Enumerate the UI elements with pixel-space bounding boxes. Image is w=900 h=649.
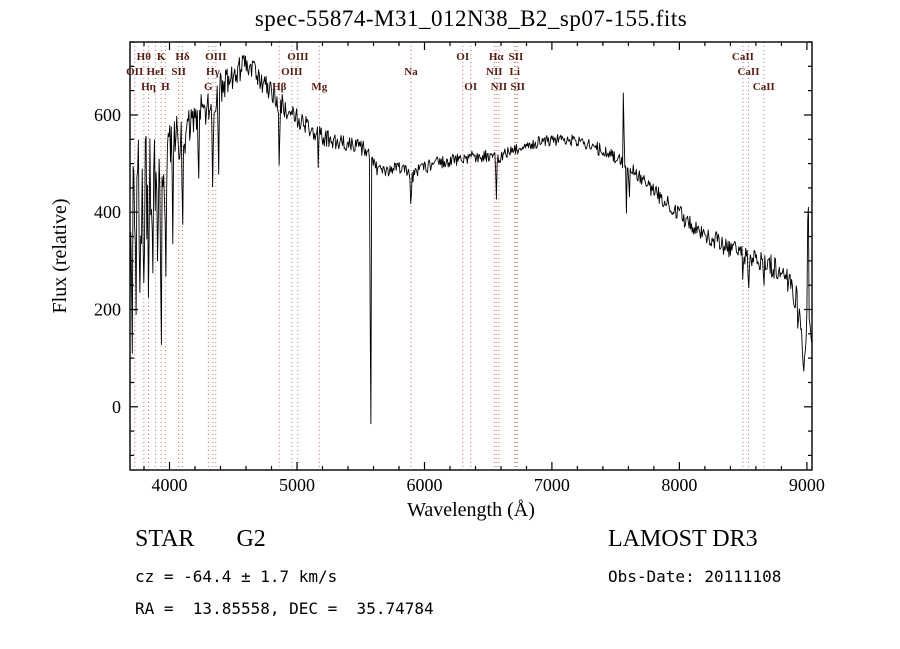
spectral-line-label: Hβ bbox=[272, 81, 287, 93]
spectral-line-label: SII bbox=[171, 66, 186, 78]
y-tick-label: 600 bbox=[94, 105, 121, 125]
spectral-line-label: Hγ bbox=[206, 66, 220, 78]
x-tick-label: 6000 bbox=[407, 475, 443, 495]
spectral-line-label: CaII bbox=[732, 51, 754, 63]
spectral-line-label: Hδ bbox=[175, 51, 190, 63]
classification-line: STAR G2 bbox=[135, 526, 434, 553]
classification-block: STAR G2 cz = -64.4 ± 1.7 km/s RA = 13.855… bbox=[135, 526, 434, 618]
spectral-line-label: CaII bbox=[737, 66, 759, 78]
x-tick-label: 4000 bbox=[152, 475, 188, 495]
y-tick-label: 400 bbox=[94, 202, 121, 222]
spectral-line-markers-group bbox=[134, 42, 765, 470]
subclass-label: G2 bbox=[236, 526, 266, 552]
survey-release-label: LAMOST DR3 bbox=[608, 526, 758, 552]
spectral-line-label: OI bbox=[464, 81, 477, 93]
spectral-line-label: SII bbox=[509, 51, 524, 63]
spectral-line-label: OIII bbox=[287, 51, 308, 63]
survey-block: LAMOST DR3 Obs-Date: 20111108 bbox=[608, 526, 781, 586]
spectral-line-label: Na bbox=[404, 66, 418, 78]
spectral-line-label: SII bbox=[510, 81, 525, 93]
spectral-line-label: CaII bbox=[753, 81, 775, 93]
spectral-line-label: Hθ bbox=[137, 51, 152, 63]
obs-date-line: Obs-Date: 20111108 bbox=[608, 567, 782, 586]
spectral-line-label: H bbox=[161, 81, 170, 93]
coordinates-line: RA = 13.85558, DEC = 35.74784 bbox=[135, 599, 434, 618]
radial-velocity-line: cz = -64.4 ± 1.7 km/s bbox=[135, 567, 338, 586]
spectral-line-label: Hα bbox=[489, 51, 505, 63]
plot-frame bbox=[129, 41, 813, 471]
y-axis-label: Flux (relative) bbox=[49, 199, 71, 314]
object-type-label: STAR bbox=[135, 526, 195, 552]
spectral-line-label: Mg bbox=[311, 81, 327, 93]
spectrum-trace bbox=[130, 54, 812, 425]
spectral-line-label: NII bbox=[491, 81, 508, 93]
spectral-line-label: OIII bbox=[205, 51, 226, 63]
spectral-line-label: Hη bbox=[141, 81, 156, 93]
spectral-line-label: NII bbox=[486, 66, 503, 78]
x-tick-label: 7000 bbox=[534, 475, 570, 495]
y-tick-label: 200 bbox=[94, 300, 121, 320]
spectral-line-label: Li bbox=[509, 66, 519, 78]
x-tick-label: 5000 bbox=[279, 475, 315, 495]
spectral-line-labels-group: OIIHθHηHeIKHSIIHδGHγOIIIHβOIIIOIIIMgNaOI… bbox=[126, 51, 775, 93]
spectrum-trace-group bbox=[130, 54, 812, 425]
spectrum-file-title: spec-55874-M31_012N38_B2_sp07-155.fits bbox=[254, 6, 688, 31]
y-tick-label: 0 bbox=[112, 397, 121, 417]
spectral-line-label: HeI bbox=[147, 66, 165, 78]
x-tick-label: 8000 bbox=[661, 475, 697, 495]
spectral-line-label: K bbox=[157, 51, 166, 63]
spectral-line-label: OII bbox=[126, 66, 143, 78]
spectral-line-label: OI bbox=[456, 51, 469, 63]
x-tick-label: 9000 bbox=[789, 475, 825, 495]
x-axis-label: Wavelength (Å) bbox=[407, 499, 535, 521]
spectral-line-label: OIII bbox=[281, 66, 302, 78]
axes-group: 4000 5000 6000 7000 8000 9000 0 200 400 600 bbox=[94, 41, 825, 495]
spectral-line-label: G bbox=[204, 81, 213, 93]
